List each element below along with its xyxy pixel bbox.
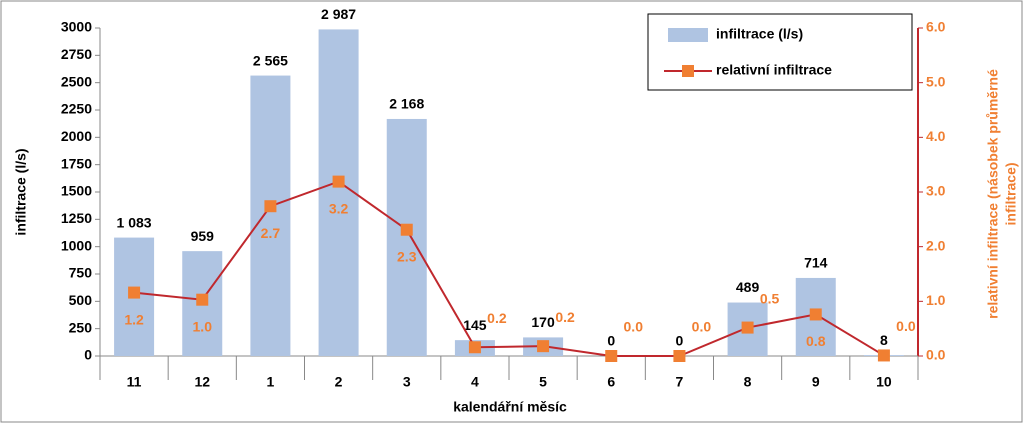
legend: [647, 13, 913, 91]
y-tick-label: 1500: [61, 183, 92, 199]
x-tick-label: 9: [812, 374, 820, 390]
line-marker: [673, 350, 686, 362]
line-marker: [264, 200, 277, 213]
x-axis-title: kalendářní měsíc: [453, 399, 567, 415]
y-tick-label: 500: [69, 292, 93, 308]
y-tick-label: 2000: [61, 128, 92, 144]
y-tick-label: 1000: [61, 237, 92, 253]
x-tick-label: 4: [471, 374, 479, 390]
legend-label: infiltrace (l/s): [716, 26, 803, 42]
line-value-label: 2.3: [397, 248, 417, 264]
y2-tick-label: 2.0: [926, 237, 946, 253]
line-value-label: 1.2: [124, 311, 144, 327]
y2-tick-label: 6.0: [926, 19, 946, 35]
line-marker: [128, 286, 141, 299]
bar: [386, 118, 427, 356]
y-tick-label: 2250: [61, 101, 92, 117]
y-tick-label: 1750: [61, 155, 92, 171]
y-tick-label: 750: [69, 265, 93, 281]
line-value-label: 1.0: [193, 318, 213, 334]
y2-tick-label: 3.0: [926, 183, 946, 199]
line-value-label: 0.8: [806, 333, 826, 349]
legend-label: relativní infiltrace: [716, 62, 832, 78]
bar-value-label: 959: [191, 228, 215, 244]
line-marker: [332, 175, 345, 188]
bar: [318, 29, 359, 357]
x-tick-label: 12: [194, 374, 210, 390]
y2-axis-title: relativní infiltrace (násobek průměrné: [985, 69, 1001, 319]
y-tick-label: 1250: [61, 210, 92, 226]
legend-swatch: [668, 28, 708, 42]
line-value-label: 0.0: [896, 318, 916, 334]
x-tick-label: 11: [127, 374, 142, 390]
line-value-label: 0.5: [760, 290, 780, 306]
line: [133, 180, 885, 357]
y2-tick-label: 1.0: [926, 292, 946, 308]
line-marker: [468, 341, 481, 354]
y-tick-label: 0: [84, 347, 92, 363]
y-tick-label: 2500: [61, 73, 92, 89]
bar-value-label: 170: [531, 314, 555, 330]
bar-value-label: 0: [607, 333, 615, 349]
bar-value-label: 2 987: [321, 6, 356, 22]
x-tick-label: 5: [539, 374, 547, 390]
y2-tick-label: 4.0: [926, 128, 946, 144]
x-tick-label: 6: [607, 374, 615, 390]
x-tick-label: 3: [403, 374, 411, 390]
y-axis-title: infiltrace (l/s): [13, 148, 29, 235]
x-tick-label: 1: [267, 374, 275, 390]
bar-value-label: 2 168: [389, 96, 424, 112]
line-value-label: 3.2: [329, 200, 349, 216]
line-marker: [537, 340, 550, 353]
x-tick-label: 7: [676, 374, 684, 390]
bar-value-label: 1 083: [117, 214, 152, 230]
line-marker: [741, 321, 754, 334]
line-value-label: 0.2: [555, 309, 575, 325]
line-marker: [877, 349, 890, 362]
y-tick-label: 250: [69, 319, 93, 335]
line-value-label: 0.0: [692, 319, 712, 335]
line-marker: [400, 223, 413, 236]
legend-swatch: [682, 65, 694, 77]
bar-value-label: 8: [880, 332, 888, 348]
y-tick-label: 3000: [61, 19, 92, 35]
x-tick-label: 10: [876, 374, 892, 390]
x-tick-label: 8: [744, 374, 752, 390]
bar-value-label: 2 565: [253, 52, 288, 68]
line-value-label: 0.0: [624, 319, 644, 335]
line-value-label: 2.7: [261, 225, 281, 241]
line-marker: [196, 293, 209, 306]
line-value-label: 0.2: [487, 310, 507, 326]
line-marker: [809, 308, 822, 321]
bar: [250, 75, 291, 356]
y2-tick-label: 5.0: [926, 73, 946, 89]
bar-value-label: 0: [676, 333, 684, 349]
y-tick-label: 2750: [61, 46, 92, 62]
bar-value-label: 714: [804, 255, 828, 271]
y2-tick-label: 0.0: [926, 347, 946, 363]
x-tick-label: 2: [335, 374, 343, 390]
y2-axis-title: infiltrace): [1003, 162, 1019, 225]
line-marker: [605, 350, 618, 362]
bar-value-label: 489: [736, 279, 760, 295]
bar-value-label: 145: [463, 317, 487, 333]
